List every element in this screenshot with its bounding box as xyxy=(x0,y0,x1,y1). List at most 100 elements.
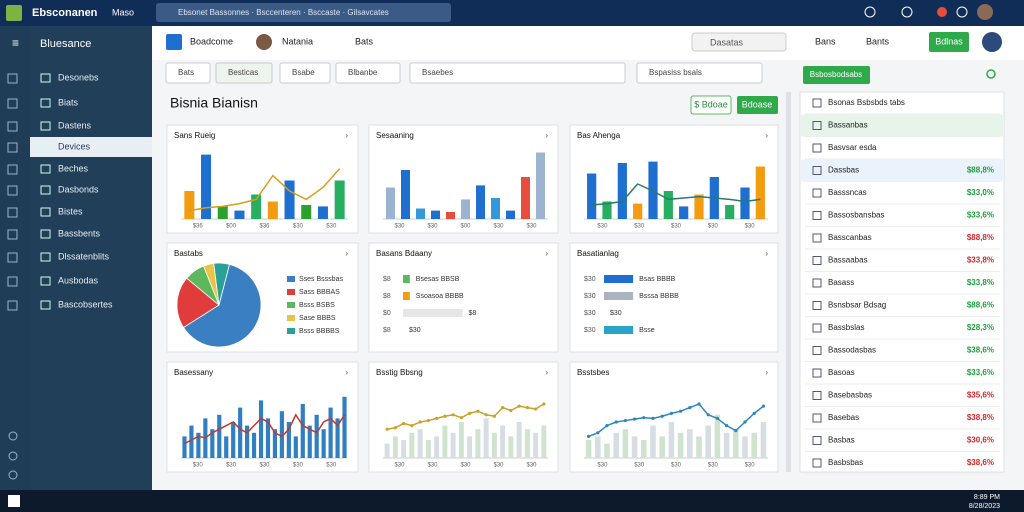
row-label[interactable]: Basebasbas xyxy=(828,391,872,400)
hamburger[interactable]: ≡ xyxy=(12,36,19,50)
menu-icon[interactable] xyxy=(40,121,51,131)
bar xyxy=(328,407,333,458)
link[interactable]: Bants xyxy=(866,36,890,46)
search-box[interactable] xyxy=(691,32,787,52)
icon[interactable] xyxy=(901,6,913,18)
menu-icon[interactable] xyxy=(40,98,51,108)
row-label[interactable]: Bsnsbsar Bdsag xyxy=(828,301,886,310)
link[interactable]: Bans xyxy=(815,36,836,46)
x-label: $00 xyxy=(460,224,471,230)
menu-item[interactable]: Bascobsertes xyxy=(58,299,113,309)
row-icon[interactable] xyxy=(812,391,822,400)
pie-slice xyxy=(213,262,230,306)
row-label[interactable]: Dassbas xyxy=(828,166,859,175)
row-icon[interactable] xyxy=(812,436,822,445)
card-title: Basans Bdaany xyxy=(376,249,432,258)
row-label[interactable]: Bassanbas xyxy=(828,121,868,130)
card-title: Basatianlag xyxy=(577,249,619,258)
row-icon[interactable] xyxy=(812,166,822,175)
filter[interactable] xyxy=(215,62,273,84)
menu-icon[interactable] xyxy=(40,207,51,217)
row-label[interactable]: Basssncas xyxy=(828,188,867,197)
start-icon[interactable] xyxy=(8,495,20,507)
filter[interactable] xyxy=(335,62,401,84)
rail-icon xyxy=(8,431,18,441)
row-icon[interactable] xyxy=(812,323,822,333)
menu-item[interactable]: Dasbonds xyxy=(58,184,99,194)
menu-item[interactable]: Dlssatenblits xyxy=(58,251,110,261)
row-value: $28,3% xyxy=(967,323,994,332)
row-icon[interactable] xyxy=(812,301,822,310)
button-label: Bsbosbodsabs xyxy=(810,70,862,79)
row-icon[interactable] xyxy=(812,256,822,265)
row-label[interactable]: Basbsbas xyxy=(828,458,863,467)
row-icon[interactable] xyxy=(812,458,822,468)
menu-icon[interactable] xyxy=(40,252,51,262)
bar xyxy=(434,436,440,458)
row-label[interactable]: Basbas xyxy=(828,436,855,445)
row-icon[interactable] xyxy=(812,233,822,243)
filter[interactable] xyxy=(165,62,211,84)
point xyxy=(435,416,439,420)
menu-item[interactable]: Devices xyxy=(58,141,91,151)
bar xyxy=(251,432,257,458)
row-label[interactable]: Basebas xyxy=(828,413,859,422)
point xyxy=(451,413,455,417)
tab[interactable]: Bats xyxy=(355,36,374,46)
row-icon[interactable] xyxy=(812,278,822,288)
button[interactable] xyxy=(737,96,778,114)
icon[interactable] xyxy=(956,6,968,18)
menu-icon[interactable] xyxy=(40,229,51,239)
row-icon[interactable] xyxy=(812,98,822,108)
row-label[interactable]: Bsonas Bsbsbds tabs xyxy=(828,98,905,107)
row-value: $88,8% xyxy=(967,166,994,175)
menu-item[interactable]: Ausbodas xyxy=(58,275,99,285)
row-icon[interactable] xyxy=(812,121,822,130)
row-icon[interactable] xyxy=(812,211,822,220)
icon[interactable] xyxy=(864,6,876,18)
menu-item[interactable]: Bassbents xyxy=(58,228,101,238)
row-icon[interactable] xyxy=(812,368,822,378)
row-label[interactable]: Basoas xyxy=(828,368,855,377)
menu-icon[interactable] xyxy=(40,73,51,83)
menu-icon[interactable] xyxy=(40,185,51,195)
row-label[interactable]: Bassodasbas xyxy=(828,346,876,355)
button[interactable] xyxy=(690,95,732,115)
row-icon[interactable] xyxy=(812,188,822,198)
row-label[interactable]: Bassosbansbas xyxy=(828,211,884,220)
filter[interactable] xyxy=(279,62,331,84)
menu[interactable]: Maso xyxy=(112,7,134,17)
row-label[interactable]: Bassbslas xyxy=(828,323,864,332)
menu-icon[interactable] xyxy=(40,142,51,152)
row-icon[interactable] xyxy=(812,346,822,355)
menu-item[interactable]: Bistes xyxy=(58,206,83,216)
filter[interactable] xyxy=(636,62,763,84)
bar xyxy=(604,443,610,458)
row-label[interactable]: Basscanbas xyxy=(828,233,872,242)
menu-icon[interactable] xyxy=(40,276,51,286)
tab[interactable]: Boadcome xyxy=(190,36,233,46)
row-icon[interactable] xyxy=(812,413,822,423)
icon[interactable] xyxy=(937,7,947,17)
row-label[interactable]: Basvsar esda xyxy=(828,143,877,152)
menu-item[interactable]: Biats xyxy=(58,97,79,107)
bar xyxy=(641,440,647,458)
row-label[interactable]: Bassaabas xyxy=(828,256,868,265)
menu-item[interactable]: Beches xyxy=(58,163,89,173)
row-icon[interactable] xyxy=(812,143,822,153)
bar xyxy=(483,418,489,458)
bar xyxy=(286,422,291,458)
tab[interactable]: Natania xyxy=(282,36,313,46)
search-box[interactable] xyxy=(156,3,451,22)
menu-item[interactable]: Dastens xyxy=(58,120,92,130)
row-label[interactable]: Basass xyxy=(828,278,854,287)
rail-icon xyxy=(8,451,18,461)
filter[interactable] xyxy=(409,62,626,84)
button[interactable] xyxy=(803,66,870,84)
button[interactable] xyxy=(929,32,969,52)
menu-item[interactable]: Desonebs xyxy=(58,72,99,82)
menu-icon[interactable] xyxy=(40,164,51,174)
avatar[interactable] xyxy=(982,32,1002,52)
menu-icon[interactable] xyxy=(40,300,51,310)
avatar[interactable] xyxy=(977,4,993,20)
